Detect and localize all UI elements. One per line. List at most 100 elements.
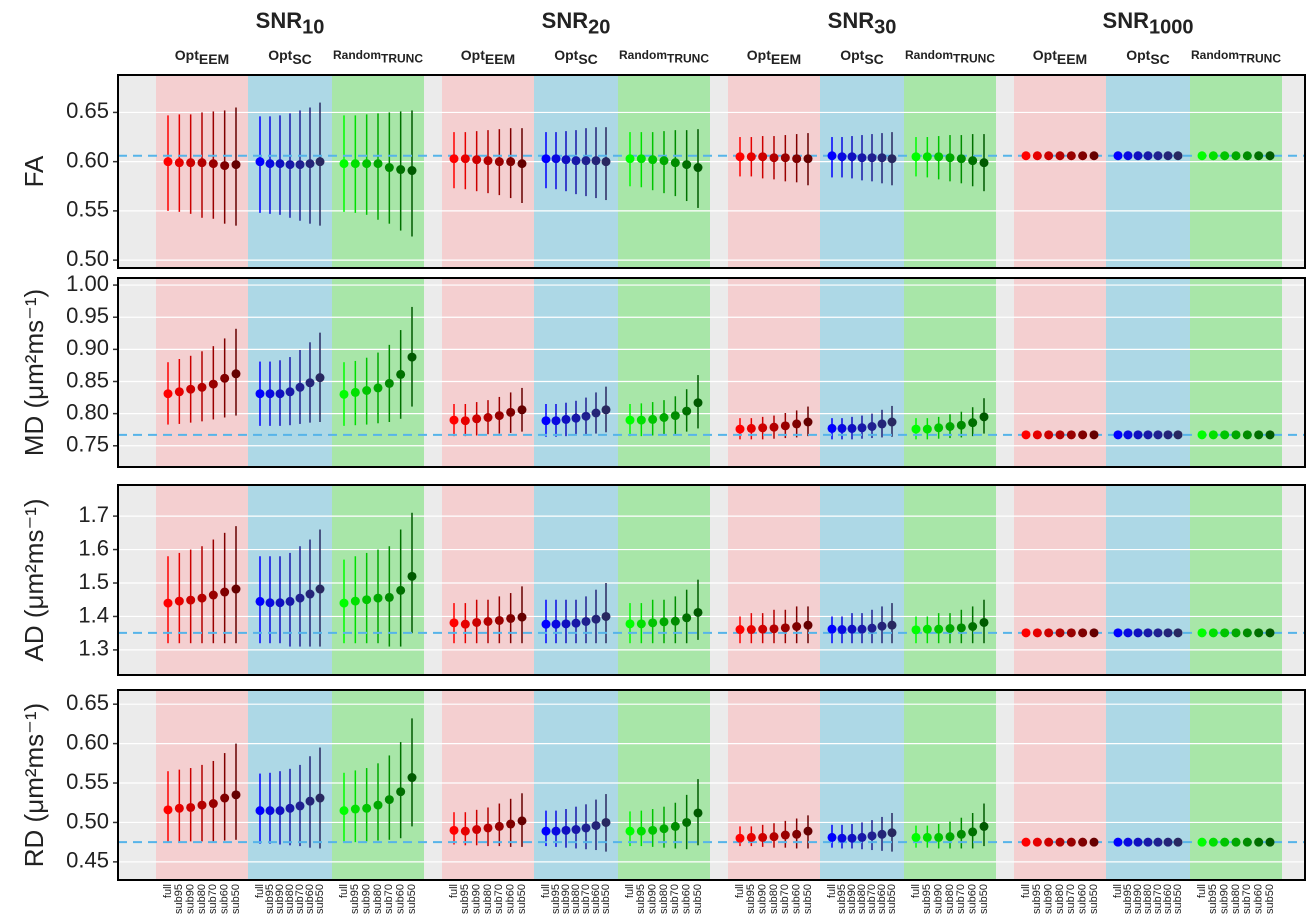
point — [837, 152, 847, 162]
x-tick-label: sub95 — [173, 884, 185, 914]
x-tick-label: sub90 — [1132, 884, 1144, 914]
point — [407, 773, 417, 783]
point — [1123, 151, 1133, 161]
x-tick-label: sub90 — [471, 884, 483, 914]
point — [887, 828, 897, 838]
point — [1133, 151, 1143, 161]
point — [1231, 837, 1241, 847]
group-title-base: Opt — [1033, 47, 1057, 63]
y-tick-label: 1.5 — [78, 569, 109, 594]
point — [460, 154, 470, 164]
x-tick-label: sub70 — [1241, 884, 1253, 914]
point — [847, 152, 857, 162]
point — [506, 407, 516, 417]
point — [837, 423, 847, 433]
point — [659, 156, 669, 166]
y-tick-label: 0.85 — [66, 367, 109, 392]
panel-border — [117, 74, 1306, 269]
point — [315, 373, 325, 383]
point — [506, 819, 516, 829]
point — [887, 620, 897, 630]
point — [186, 384, 196, 394]
point — [1143, 628, 1153, 638]
group-title-sub: EEM — [771, 51, 801, 67]
x-tick-label: sub80 — [856, 884, 868, 914]
point — [506, 157, 516, 167]
point — [877, 153, 887, 163]
point — [1044, 837, 1054, 847]
point — [1173, 837, 1183, 847]
group-background — [904, 690, 996, 880]
point — [867, 153, 877, 163]
point — [1163, 628, 1173, 638]
point — [780, 623, 790, 633]
column-title-base: SNR — [256, 8, 303, 33]
x-tick-label: sub50 — [692, 884, 704, 914]
x-tick-label: full — [162, 884, 174, 898]
column-title: SNR30 — [828, 8, 897, 39]
point — [449, 415, 459, 425]
point — [186, 595, 196, 605]
group-title: OptSC — [554, 47, 598, 67]
point — [561, 825, 571, 835]
group-title-base: Random — [905, 48, 953, 62]
point — [208, 799, 218, 809]
point — [295, 593, 305, 603]
point — [255, 806, 265, 816]
point — [174, 158, 184, 168]
x-tick-label: sub60 — [1077, 884, 1089, 914]
point — [956, 623, 966, 633]
point — [231, 790, 241, 800]
y-tick-label: 1.6 — [78, 535, 109, 560]
column-title-base: SNR — [542, 8, 589, 33]
point — [1197, 628, 1207, 638]
point — [571, 156, 581, 166]
x-tick-label: sub50 — [406, 884, 418, 914]
point — [887, 154, 897, 164]
x-tick-label: sub60 — [590, 884, 602, 914]
point — [591, 156, 601, 166]
point — [1231, 151, 1241, 161]
group-title-base: Random — [333, 48, 381, 62]
point — [1242, 151, 1252, 161]
group-background — [1014, 485, 1106, 675]
x-tick-label: sub95 — [459, 884, 471, 914]
point — [746, 423, 756, 433]
point — [305, 589, 315, 599]
point — [857, 832, 867, 842]
group-background — [442, 690, 534, 880]
x-tick-label: sub70 — [580, 884, 592, 914]
point — [837, 833, 847, 843]
point — [163, 157, 173, 167]
point — [792, 419, 802, 429]
point — [979, 617, 989, 627]
point — [186, 802, 196, 812]
point — [373, 383, 383, 393]
x-tick-label: sub90 — [647, 884, 659, 914]
group-title: OptEEM — [1033, 47, 1087, 67]
point — [827, 423, 837, 433]
x-tick-label: full — [448, 884, 460, 898]
column-title: SNR10 — [256, 8, 325, 39]
point — [979, 412, 989, 422]
x-tick-label: full — [624, 884, 636, 898]
x-tick-label: sub60 — [876, 884, 888, 914]
group-title-sub: TRUNC — [953, 52, 995, 66]
point — [517, 159, 527, 169]
point — [571, 825, 581, 835]
group-title-sub: TRUNC — [667, 52, 709, 66]
group-background — [534, 485, 618, 675]
point — [571, 413, 581, 423]
point — [295, 382, 305, 392]
point — [1066, 837, 1076, 847]
point — [285, 803, 295, 813]
point — [339, 806, 349, 816]
point — [867, 422, 877, 431]
point — [561, 414, 571, 424]
x-tick-label: sub60 — [1253, 884, 1265, 914]
point — [601, 157, 611, 167]
point — [551, 154, 561, 164]
point — [208, 159, 218, 169]
point — [315, 793, 325, 803]
point — [1066, 151, 1076, 161]
